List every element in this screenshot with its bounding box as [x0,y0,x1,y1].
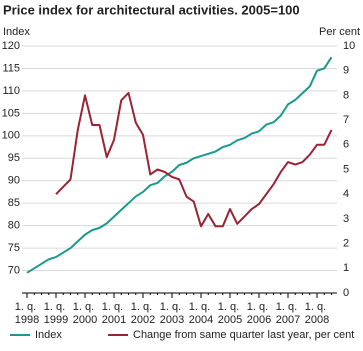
y-tick-label: 100 [2,130,20,142]
x-tick-label-line: 1998 [15,314,39,326]
y-tick-label: 85 [8,197,20,209]
legend-label: Index [35,329,62,341]
x-tick-label-line: 1. q. [131,301,155,313]
y2-tick-label: 1 [343,262,349,274]
x-tick-label: 1. q. 1998 [15,301,39,326]
y-tick-label: 95 [8,152,20,164]
data-line [26,56,333,274]
y-tick-label: 110 [2,85,20,97]
x-tick-label-line: 1. q. [73,301,97,313]
x-tick-label-line: 1. q. [276,301,300,313]
x-tick-label: 1. q. 2000 [73,301,97,326]
y-tick-label: 80 [8,220,20,232]
x-tick-label-line: 2002 [131,314,155,326]
x-tick-label-line: 2007 [276,314,300,326]
y-tick-label: 115 [2,62,20,74]
y-tick-label: 75 [8,242,20,254]
x-tick-label: 1. q. 2006 [247,301,271,326]
chart-title: Price index for architectural activities… [3,2,300,17]
x-tick-label-line: 2001 [102,314,126,326]
x-tick-label-line: 2005 [218,314,242,326]
y2-tick-label: 7 [343,114,349,126]
x-tick-label: 1. q. 2002 [131,301,155,326]
x-tick-label-line: 1. q. [102,301,126,313]
x-tick-label-line: 2008 [305,314,329,326]
y2-tick-label: 3 [343,213,349,225]
y2-axis-label: Per cent [319,26,360,38]
x-tick-label-line: 1. q. [44,301,68,313]
x-tick-label-line: 2003 [160,314,184,326]
x-tick-label-line: 1. q. [218,301,242,313]
data-line [55,91,333,228]
x-tick-label-line: 1999 [44,314,68,326]
x-tick-label-line: 1. q. [247,301,271,313]
x-tick-label-line: 1. q. [189,301,213,313]
x-tick-label: 1. q. 2001 [102,301,126,326]
x-tick-label: 1. q. 1999 [44,301,68,326]
x-tick-label-line: 1. q. [305,301,329,313]
x-tick-label-line: 2004 [189,314,213,326]
x-tick-label-line: 2006 [247,314,271,326]
x-tick-label: 1. q. 2007 [276,301,300,326]
y-tick-label: 70 [8,264,20,276]
x-tick-label-line: 2000 [73,314,97,326]
x-tick-label-line: 1. q. [160,301,184,313]
y-tick-label: 120 [2,40,20,52]
x-tick-label-line: 1. q. [15,301,39,313]
legend-label: Change from same quarter last year, per … [133,329,354,341]
y2-tick-label: 5 [343,163,349,175]
y2-tick-label: 6 [343,139,349,151]
y-axis-label: Index [3,26,30,38]
x-tick-label: 1. q. 2005 [218,301,242,326]
y2-tick-label: 0 [343,287,349,299]
y2-tick-label: 8 [343,89,349,101]
x-tick-label: 1. q. 2004 [189,301,213,326]
y2-tick-label: 4 [343,188,349,200]
y-tick-label: 90 [8,175,20,187]
y2-tick-label: 9 [343,65,349,77]
y2-tick-label: 2 [343,238,349,250]
y-tick-label: 105 [2,107,20,119]
y2-tick-label: 10 [343,40,355,52]
x-tick-label: 1. q. 2008 [305,301,329,326]
x-tick-label: 1. q. 2003 [160,301,184,326]
